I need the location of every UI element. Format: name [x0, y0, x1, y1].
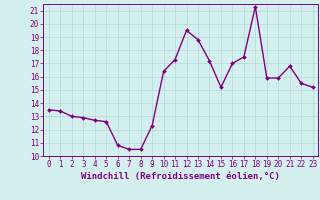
X-axis label: Windchill (Refroidissement éolien,°C): Windchill (Refroidissement éolien,°C): [81, 172, 280, 181]
